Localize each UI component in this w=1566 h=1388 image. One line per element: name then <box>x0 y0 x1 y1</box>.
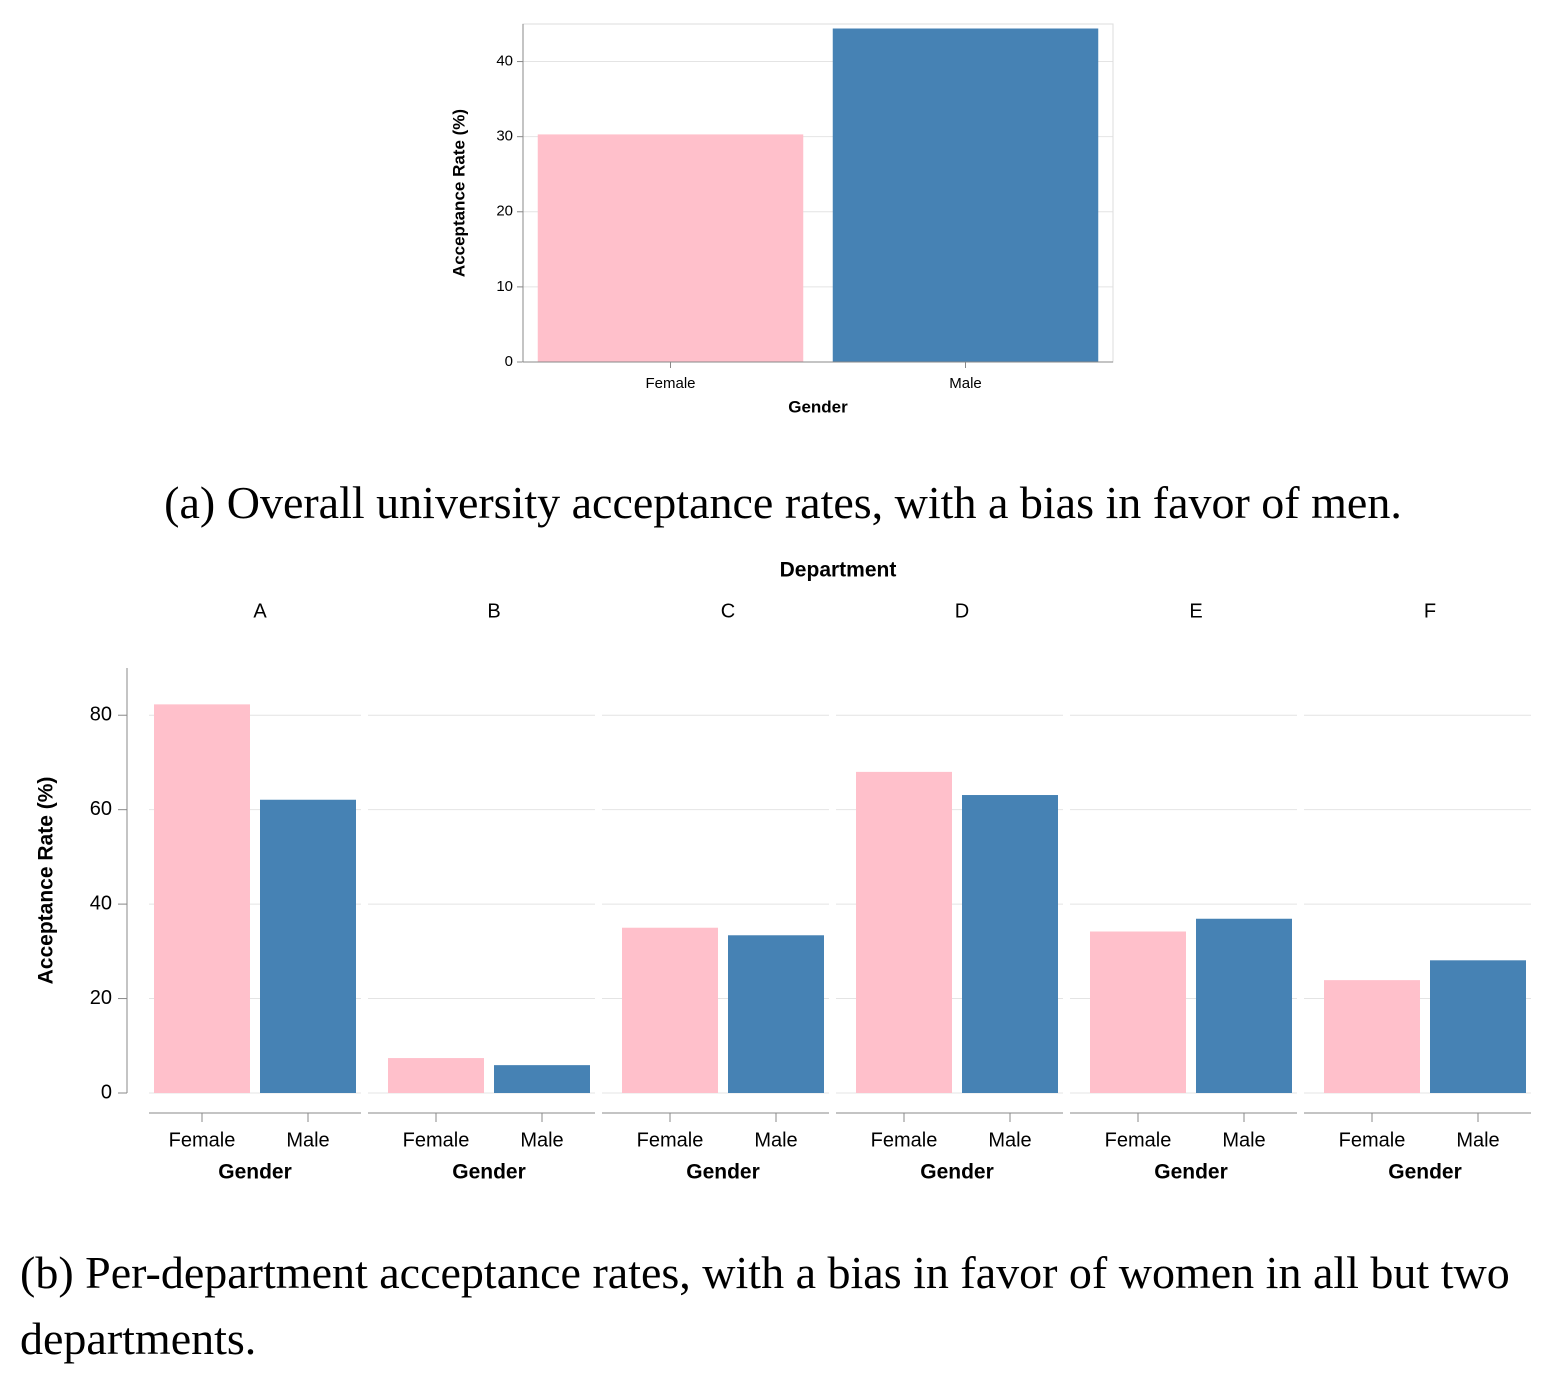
bar <box>1324 980 1420 1093</box>
x-tick-label: Male <box>286 1129 329 1151</box>
x-axis-title: Gender <box>920 1161 994 1184</box>
y-tick-label: 10 <box>496 278 513 295</box>
x-axis-title: Gender <box>1154 1161 1228 1184</box>
bar <box>494 1065 590 1093</box>
x-tick-label: Male <box>988 1129 1031 1151</box>
x-tick-label: Female <box>645 375 695 392</box>
bar <box>832 28 1099 363</box>
x-tick-label: Male <box>1456 1129 1499 1151</box>
y-tick-label: 20 <box>496 203 513 220</box>
bar <box>154 704 250 1093</box>
x-tick-label: Female <box>637 1129 704 1151</box>
bar <box>1196 918 1292 1093</box>
bar <box>388 1058 484 1093</box>
x-axis-title: Gender <box>452 1161 526 1184</box>
x-axis-title: Gender <box>1388 1161 1462 1184</box>
y-axis-title: Acceptance Rate (%) <box>449 109 468 277</box>
x-tick-label: Female <box>1105 1129 1172 1151</box>
facet-label: C <box>721 600 735 622</box>
facet-label: F <box>1424 600 1436 622</box>
x-tick-label: Male <box>949 375 982 392</box>
facet-label: D <box>955 600 969 622</box>
x-tick-label: Female <box>871 1129 938 1151</box>
x-tick-label: Female <box>1339 1129 1406 1151</box>
x-tick-label: Male <box>1222 1129 1265 1151</box>
x-tick-label: Male <box>520 1129 563 1151</box>
bar <box>1090 931 1186 1093</box>
facet-header: Department <box>780 559 897 582</box>
bar <box>537 134 804 362</box>
x-axis-title: Gender <box>788 397 848 416</box>
y-tick-label: 80 <box>90 704 112 726</box>
y-tick-label: 60 <box>90 798 112 820</box>
y-tick-label: 30 <box>496 128 513 145</box>
y-tick-label: 0 <box>101 1081 112 1103</box>
y-tick-label: 20 <box>90 987 112 1009</box>
facet-label: E <box>1189 600 1202 622</box>
x-tick-label: Female <box>169 1129 236 1151</box>
x-tick-label: Female <box>403 1129 470 1151</box>
caption-b: (b) Per-department acceptance rates, wit… <box>20 1247 1510 1364</box>
caption-a: (a) Overall university acceptance rates,… <box>164 477 1402 528</box>
y-tick-label: 40 <box>496 53 513 70</box>
facet-label: B <box>487 600 500 622</box>
y-axis-title: Acceptance Rate (%) <box>35 777 58 985</box>
y-tick-label: 40 <box>90 892 112 914</box>
bar <box>1430 960 1526 1093</box>
x-tick-label: Male <box>754 1129 797 1151</box>
x-axis-title: Gender <box>218 1161 292 1184</box>
facet-label: A <box>253 600 267 622</box>
x-axis-title: Gender <box>686 1161 760 1184</box>
y-tick-label: 0 <box>505 353 513 370</box>
bar <box>728 935 824 1093</box>
bar <box>622 927 718 1093</box>
bar <box>962 795 1058 1093</box>
bar <box>856 771 952 1093</box>
bar <box>260 799 356 1093</box>
